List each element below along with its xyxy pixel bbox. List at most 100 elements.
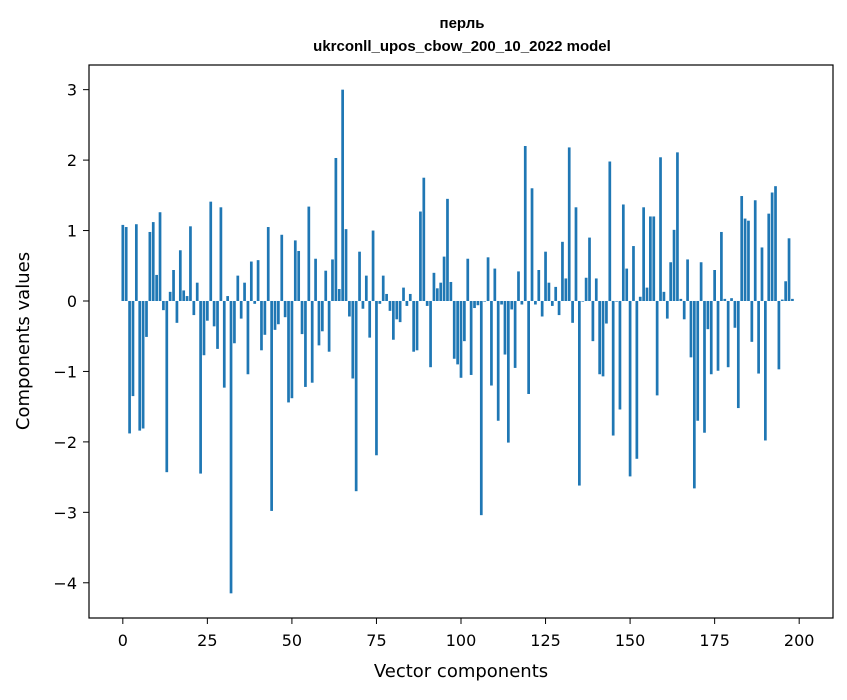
- bar-82: [398, 300, 402, 323]
- bar-92: [432, 272, 436, 301]
- bar-84: [405, 300, 409, 306]
- chart-title-line2: ukrconll_upos_cbow_200_10_2022 model: [313, 38, 611, 55]
- bar-75: [375, 300, 378, 456]
- bar-112: [500, 300, 503, 305]
- bar-71: [361, 300, 365, 309]
- x-tick-label: 175: [699, 631, 730, 650]
- bar-148: [621, 204, 625, 301]
- y-tick-label: −3: [53, 503, 77, 522]
- bar-175: [713, 270, 716, 301]
- bar-144: [608, 161, 612, 301]
- y-tick-label: 1: [67, 222, 77, 241]
- bar-181: [733, 300, 737, 328]
- bar-142: [601, 300, 605, 377]
- bar-184: [743, 218, 747, 301]
- bar-182: [736, 300, 740, 409]
- bar-93: [435, 288, 439, 301]
- bar-113: [503, 300, 507, 355]
- x-axis-ticks: 0 25 50 75 100 125 150 175 200: [118, 618, 814, 650]
- bar-67: [348, 300, 351, 317]
- bar-124: [540, 300, 544, 317]
- bar-46: [277, 300, 280, 325]
- bar-121: [530, 188, 534, 301]
- bar-13: [165, 300, 169, 473]
- bar-34: [236, 275, 240, 301]
- bar-33: [233, 300, 236, 344]
- bar-198: [791, 298, 794, 301]
- bar-27: [212, 300, 216, 327]
- bar-149: [625, 268, 629, 301]
- bar-170: [696, 300, 700, 421]
- bar-83: [402, 287, 405, 301]
- bar-97: [449, 281, 453, 301]
- x-tick-label: 100: [446, 631, 477, 650]
- bar-9: [151, 222, 155, 301]
- bar-37: [246, 300, 250, 375]
- bar-30: [222, 300, 226, 388]
- bar-123: [537, 270, 541, 301]
- bar-165: [679, 298, 683, 301]
- bar-189: [760, 247, 764, 301]
- bar-24: [202, 300, 206, 356]
- bar-141: [598, 300, 602, 375]
- bar-164: [676, 152, 679, 301]
- bar-104: [473, 300, 476, 309]
- bar-100: [459, 300, 463, 378]
- bar-166: [682, 300, 686, 320]
- bar-150: [628, 300, 632, 477]
- bar-151: [632, 246, 635, 301]
- bar-191: [767, 213, 771, 301]
- y-tick-label: 3: [67, 81, 77, 100]
- bar-137: [584, 277, 588, 301]
- bar-70: [358, 251, 361, 301]
- bar-42: [263, 300, 267, 335]
- bar-series: [121, 89, 794, 594]
- bar-171: [699, 262, 703, 301]
- bar-145: [611, 300, 615, 436]
- bar-103: [469, 300, 473, 375]
- y-tick-label: 2: [67, 151, 77, 170]
- bar-56: [310, 300, 314, 383]
- x-axis-label: Vector components: [374, 661, 548, 682]
- bar-131: [564, 278, 568, 301]
- bar-17: [178, 250, 182, 301]
- bar-47: [280, 234, 284, 301]
- bar-29: [219, 207, 223, 301]
- bar-159: [659, 157, 662, 301]
- bar-157: [652, 216, 656, 301]
- bar-108: [486, 257, 490, 301]
- x-tick-label: 75: [366, 631, 386, 650]
- chart-title-line1: перль: [440, 15, 485, 32]
- bar-18: [182, 290, 186, 301]
- bar-155: [645, 287, 649, 301]
- y-axis-label: Components values: [13, 252, 34, 430]
- bar-72: [364, 275, 368, 301]
- bar-186: [750, 300, 754, 342]
- bar-111: [496, 300, 500, 421]
- bar-96: [446, 198, 449, 301]
- y-axis-ticks: 3 2 1 0 −1 −2 −3 −4: [53, 81, 89, 593]
- bar-11: [158, 212, 162, 301]
- bar-38: [249, 261, 253, 301]
- bar-109: [490, 300, 493, 386]
- bar-180: [730, 298, 733, 301]
- bar-68: [351, 300, 355, 379]
- bar-139: [591, 300, 595, 342]
- bar-133: [571, 300, 574, 323]
- bar-188: [757, 300, 760, 374]
- bar-197: [787, 238, 791, 301]
- bar-176: [716, 300, 720, 371]
- bar-62: [331, 259, 334, 301]
- bar-140: [594, 278, 598, 301]
- bar-196: [784, 281, 788, 301]
- bar-77: [381, 275, 385, 301]
- bar-80: [392, 300, 395, 340]
- bar-16: [175, 300, 179, 323]
- bar-90: [425, 300, 429, 306]
- bar-10: [155, 274, 158, 301]
- bar-126: [547, 282, 551, 301]
- bar-163: [672, 229, 676, 301]
- bar-146: [615, 300, 618, 302]
- bar-48: [283, 300, 287, 318]
